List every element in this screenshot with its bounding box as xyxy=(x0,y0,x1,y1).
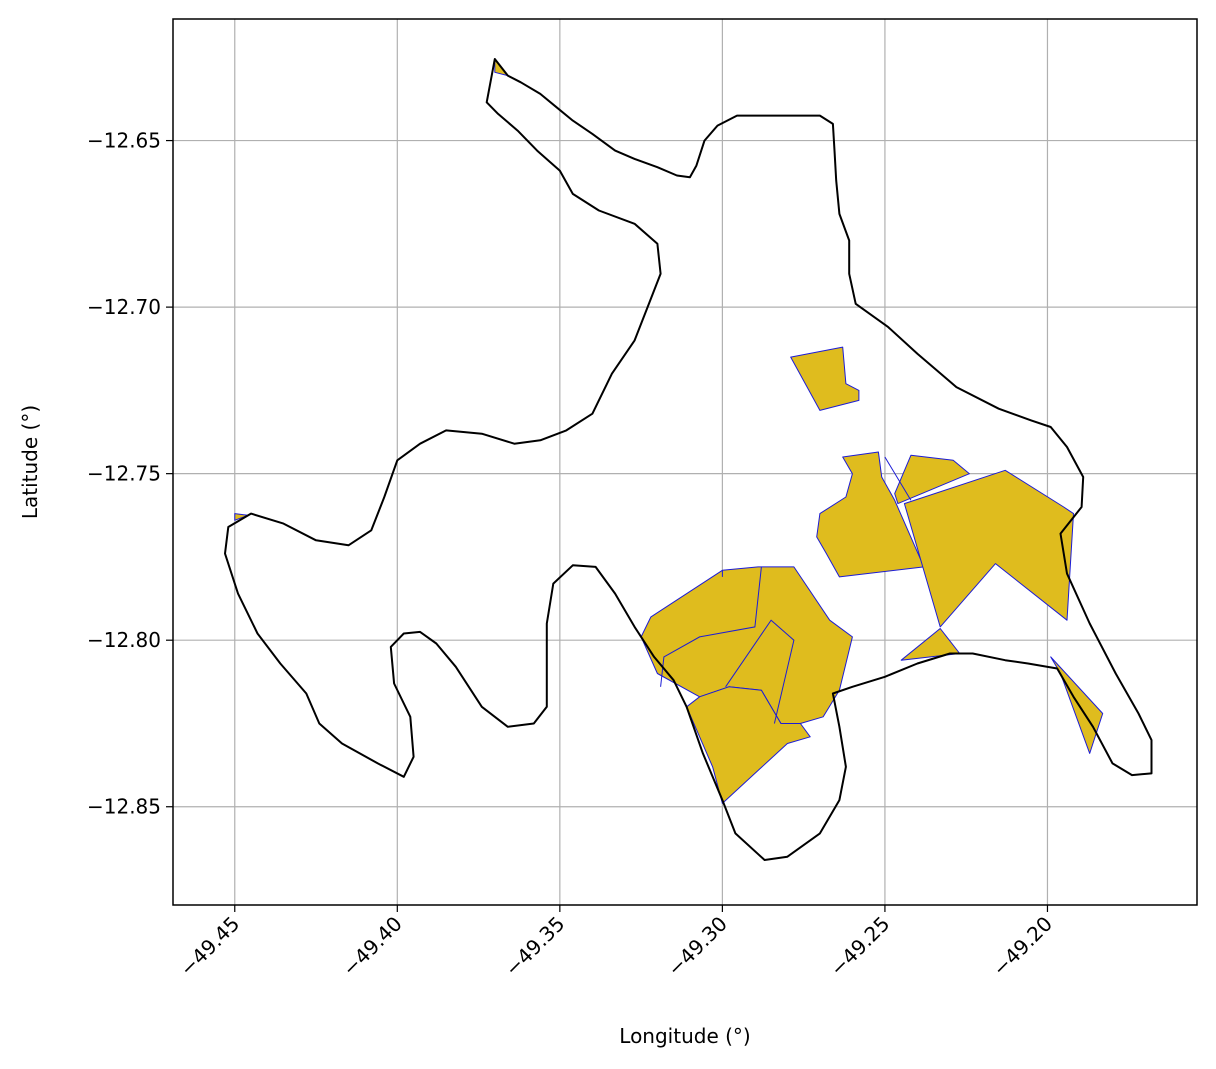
plot-area xyxy=(173,19,1197,905)
y-tick-label: −12.75 xyxy=(87,462,161,486)
plot-frame xyxy=(172,18,1198,906)
parcel-edge xyxy=(884,456,912,501)
parcel-polygon xyxy=(686,686,811,804)
parcel-polygon xyxy=(894,454,970,505)
parcel-polygon xyxy=(816,451,925,578)
y-tick-label: −12.85 xyxy=(87,795,161,819)
parcel-edge xyxy=(725,619,795,724)
parcel-polygon xyxy=(234,513,249,521)
parcel-polygon xyxy=(900,628,961,661)
parcel-polygon xyxy=(903,469,1074,628)
y-axis-title: Latitude (°) xyxy=(18,405,42,519)
boundary-outline xyxy=(224,58,1153,861)
y-tick-label: −12.65 xyxy=(87,129,161,153)
map-layers xyxy=(224,58,1153,861)
parcel-polygon xyxy=(790,346,860,411)
y-tick-label: −12.80 xyxy=(87,628,161,652)
y-tick-label: −12.70 xyxy=(87,295,161,319)
x-axis-title: Longitude (°) xyxy=(619,1024,750,1048)
